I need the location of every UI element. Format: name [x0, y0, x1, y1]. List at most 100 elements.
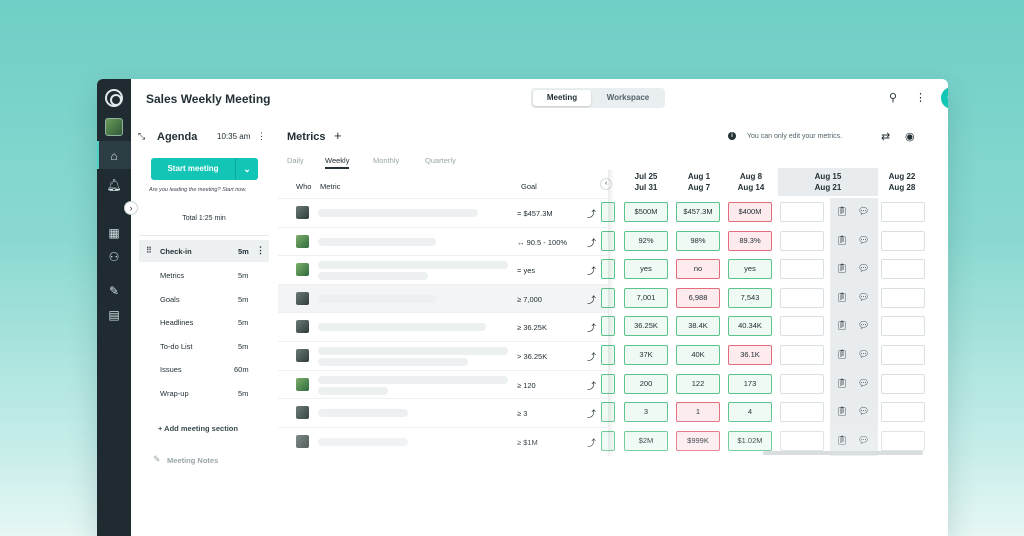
- comment-icon[interactable]: 💬︎: [858, 406, 870, 417]
- logo-icon[interactable]: [105, 89, 123, 107]
- metric-value-cell[interactable]: 92%: [624, 230, 668, 251]
- metric-row[interactable]: ↔ 90.5 - 100% ⤴: [278, 226, 608, 255]
- metric-input-cell[interactable]: [780, 345, 824, 365]
- agenda-section[interactable]: Goals 5m: [139, 288, 269, 310]
- comment-icon[interactable]: 💬︎: [858, 349, 870, 359]
- metric-input-cell[interactable]: [881, 316, 925, 337]
- swap-icon[interactable]: ⇄: [881, 131, 891, 143]
- bell-icon[interactable]: 🔔︎: [106, 178, 122, 192]
- clipboard-icon[interactable]: 📋︎: [836, 291, 848, 302]
- eye-icon[interactable]: ◉: [905, 131, 915, 143]
- metric-value-cell[interactable]: yes: [728, 259, 772, 280]
- start-meeting-button[interactable]: Start meeting ⌄: [151, 158, 258, 180]
- metric-value-cell[interactable]: $2M: [624, 430, 668, 451]
- metric-value-cell[interactable]: 122: [676, 373, 720, 394]
- chevron-down-icon[interactable]: ⌄: [235, 158, 258, 180]
- comment-icon[interactable]: 💬︎: [858, 377, 870, 388]
- metric-value-cell[interactable]: 40.34K: [728, 316, 772, 337]
- workspace-tab[interactable]: Workspace: [606, 93, 650, 102]
- metric-row[interactable]: = yes ⤴: [278, 255, 608, 283]
- trend-chart-icon[interactable]: ⤴: [587, 352, 597, 362]
- comment-icon[interactable]: 💬︎: [858, 320, 870, 331]
- agenda-section[interactable]: Metrics 5m: [139, 264, 269, 286]
- trend-chart-icon[interactable]: ⤴: [587, 237, 597, 248]
- home-icon[interactable]: ⌂: [110, 149, 118, 163]
- metric-input-cell[interactable]: [881, 430, 925, 451]
- metric-value-cell[interactable]: yes: [624, 259, 668, 280]
- metric-input-cell[interactable]: [881, 202, 925, 222]
- meeting-notes-button[interactable]: Meeting Notes: [167, 456, 219, 465]
- horizontal-scrollbar[interactable]: [763, 451, 923, 455]
- metric-row[interactable]: ≥ 3 ⤴: [278, 398, 608, 426]
- clipboard-icon[interactable]: 📋︎: [836, 377, 848, 388]
- metric-value-cell[interactable]: 98%: [676, 230, 720, 251]
- clipboard-icon[interactable]: 📋︎: [836, 234, 848, 245]
- agenda-section[interactable]: Wrap-up 5m: [139, 382, 269, 404]
- metric-input-cell[interactable]: [780, 259, 824, 280]
- expand-sidebar-icon[interactable]: ›: [124, 201, 138, 215]
- metric-row[interactable]: ≥ $1M ⤴: [278, 426, 608, 455]
- clipboard-icon[interactable]: 📋︎: [836, 406, 848, 417]
- metric-row[interactable]: = $457.3M ⤴: [278, 198, 608, 226]
- user-avatar[interactable]: [105, 118, 123, 136]
- metric-value-cell[interactable]: 200: [624, 373, 668, 394]
- people-icon[interactable]: ⚇: [108, 250, 120, 264]
- clipboard-icon[interactable]: 📋︎: [836, 349, 848, 359]
- metric-input-cell[interactable]: [780, 430, 824, 451]
- metric-input-cell[interactable]: [780, 287, 824, 308]
- calendar-icon[interactable]: ▦: [108, 226, 120, 240]
- clipboard-icon[interactable]: 📋︎: [836, 206, 848, 216]
- clipboard-icon[interactable]: 📋︎: [836, 263, 848, 274]
- agenda-section[interactable]: To-do List 5m: [139, 335, 269, 357]
- drag-handle-icon[interactable]: ⠿: [146, 246, 152, 255]
- metric-input-cell[interactable]: [780, 316, 824, 337]
- search-icon[interactable]: ⚲: [889, 92, 898, 104]
- clipboard-icon[interactable]: 📋︎: [836, 320, 848, 331]
- comment-icon[interactable]: 💬︎: [858, 263, 870, 274]
- agenda-section[interactable]: ⠿ Check-in 5m ⋮: [139, 240, 269, 262]
- trend-chart-icon[interactable]: ⤴: [587, 323, 597, 334]
- section-more-icon[interactable]: ⋮: [256, 245, 265, 255]
- metric-value-cell[interactable]: 36.1K: [728, 345, 772, 365]
- metric-value-cell[interactable]: no: [676, 259, 720, 280]
- metric-row[interactable]: ≥ 36.25K ⤴: [278, 312, 608, 340]
- metric-row[interactable]: ≥ 120 ⤴: [278, 369, 608, 398]
- document-icon[interactable]: ▤: [108, 308, 120, 322]
- metric-value-cell[interactable]: 4: [728, 402, 772, 423]
- wrench-icon[interactable]: ✎: [108, 284, 120, 298]
- metric-value-cell[interactable]: 40K: [676, 345, 720, 365]
- metric-value-cell[interactable]: 7,001: [624, 287, 668, 308]
- collapse-agenda-icon[interactable]: ⤡: [138, 131, 146, 141]
- trend-chart-icon[interactable]: ⤴: [587, 409, 597, 420]
- clipboard-icon[interactable]: 📋︎: [836, 434, 848, 445]
- metric-value-cell[interactable]: 1: [676, 402, 720, 423]
- metric-row[interactable]: ≥ 7,000 ⤴: [278, 283, 608, 312]
- tab-quarterly[interactable]: Quarterly: [425, 156, 456, 165]
- more-icon[interactable]: ⋮: [915, 92, 926, 104]
- add-metric-icon[interactable]: +: [334, 128, 342, 143]
- metric-value-cell[interactable]: 38.4K: [676, 316, 720, 337]
- metric-input-cell[interactable]: [881, 402, 925, 423]
- metric-value-cell[interactable]: 7,543: [728, 287, 772, 308]
- agenda-more-icon[interactable]: ⋮: [257, 131, 266, 141]
- metric-value-cell[interactable]: $1.02M: [728, 430, 772, 451]
- metric-input-cell[interactable]: [780, 230, 824, 251]
- metric-input-cell[interactable]: [881, 230, 925, 251]
- metric-value-cell[interactable]: 36.25K: [624, 316, 668, 337]
- add-section-button[interactable]: + Add meeting section: [158, 424, 238, 433]
- tab-monthly[interactable]: Monthly: [373, 156, 400, 165]
- comment-icon[interactable]: 💬︎: [858, 291, 870, 302]
- metric-input-cell[interactable]: [780, 373, 824, 394]
- metric-value-cell[interactable]: $500M: [624, 202, 668, 222]
- trend-chart-icon[interactable]: ⤴: [587, 266, 597, 277]
- metric-input-cell[interactable]: [881, 287, 925, 308]
- metric-value-cell[interactable]: 3: [624, 402, 668, 423]
- meeting-tab[interactable]: Meeting: [533, 90, 591, 106]
- tab-daily[interactable]: Daily: [287, 156, 304, 165]
- agenda-section[interactable]: Headlines 5m: [139, 311, 269, 333]
- metric-value-cell[interactable]: $400M: [728, 202, 772, 222]
- metric-value-cell[interactable]: 173: [728, 373, 772, 394]
- trend-chart-icon[interactable]: ⤴: [587, 209, 597, 219]
- trend-chart-icon[interactable]: ⤴: [587, 380, 597, 391]
- agenda-section[interactable]: Issues 60m: [139, 358, 269, 380]
